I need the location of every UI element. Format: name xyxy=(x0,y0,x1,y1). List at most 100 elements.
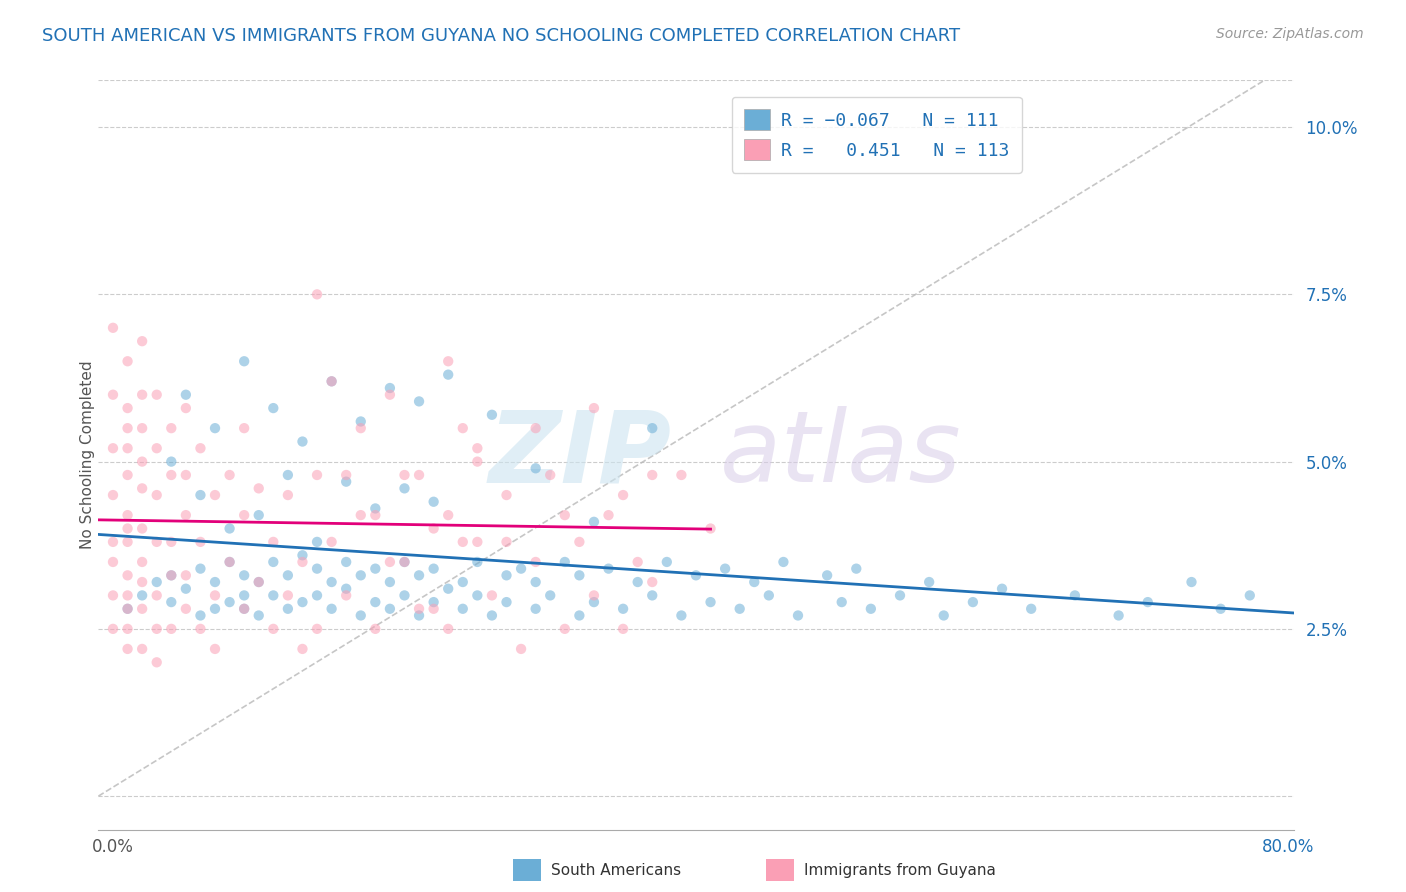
Text: South Americans: South Americans xyxy=(551,863,682,878)
Point xyxy=(918,574,941,589)
Point xyxy=(233,354,256,368)
Point xyxy=(190,622,212,636)
Point xyxy=(321,375,343,389)
Point xyxy=(524,555,547,569)
Point xyxy=(422,562,444,576)
Point xyxy=(451,421,474,435)
Point xyxy=(174,508,197,523)
Point xyxy=(889,589,911,603)
Point xyxy=(655,555,678,569)
Point xyxy=(742,574,765,589)
Point xyxy=(101,589,124,603)
Point xyxy=(291,595,314,609)
Point xyxy=(174,568,197,582)
Point xyxy=(160,455,183,469)
Point xyxy=(524,421,547,435)
Point xyxy=(481,408,503,422)
Point xyxy=(538,467,561,482)
Point xyxy=(160,467,183,482)
Point xyxy=(117,442,139,455)
Point xyxy=(467,555,489,569)
Point xyxy=(378,602,401,616)
Point xyxy=(350,568,373,582)
Point xyxy=(845,562,868,576)
Text: 0.0%: 0.0% xyxy=(91,838,134,855)
Point xyxy=(131,334,153,348)
Point xyxy=(117,589,139,603)
Point xyxy=(378,574,401,589)
Point xyxy=(321,375,343,389)
Point xyxy=(117,568,139,582)
Point xyxy=(524,602,547,616)
Point xyxy=(174,387,197,401)
Point xyxy=(190,442,212,455)
Point xyxy=(787,608,810,623)
Point xyxy=(582,515,605,529)
Point xyxy=(101,534,124,549)
Point xyxy=(101,320,124,334)
Point xyxy=(641,467,664,482)
Point xyxy=(451,574,474,589)
Point xyxy=(204,642,226,657)
Point xyxy=(277,568,299,582)
Point xyxy=(117,602,139,616)
Point xyxy=(145,387,167,401)
Point xyxy=(305,562,328,576)
Point xyxy=(262,622,284,636)
Point xyxy=(305,287,328,301)
Point xyxy=(190,562,212,576)
Point xyxy=(495,534,517,549)
Point xyxy=(145,655,167,669)
Point xyxy=(758,589,780,603)
Text: 80.0%: 80.0% xyxy=(1263,838,1315,855)
Point xyxy=(335,475,357,489)
Point xyxy=(204,488,226,502)
Point xyxy=(364,501,387,516)
Point xyxy=(233,602,256,616)
Point xyxy=(174,467,197,482)
Point xyxy=(117,401,139,415)
Point xyxy=(291,434,314,449)
Point xyxy=(160,421,183,435)
Point xyxy=(160,595,183,609)
Point xyxy=(233,589,256,603)
Point xyxy=(394,467,416,482)
Point xyxy=(699,595,721,609)
Point xyxy=(481,589,503,603)
Point xyxy=(117,534,139,549)
Point xyxy=(233,602,256,616)
Point xyxy=(364,595,387,609)
Point xyxy=(291,548,314,563)
Point xyxy=(233,421,256,435)
Point xyxy=(174,582,197,596)
Point xyxy=(467,534,489,549)
Point xyxy=(641,421,664,435)
Point xyxy=(247,574,270,589)
Point xyxy=(145,442,167,455)
Point xyxy=(277,467,299,482)
Point xyxy=(277,589,299,603)
Point xyxy=(524,574,547,589)
Point xyxy=(145,622,167,636)
Point xyxy=(932,608,955,623)
Point xyxy=(495,568,517,582)
Point xyxy=(408,608,430,623)
Point xyxy=(131,574,153,589)
Point xyxy=(394,589,416,603)
Point xyxy=(350,608,373,623)
Point xyxy=(117,508,139,523)
Point xyxy=(131,642,153,657)
Legend: R = −0.067   N = 111, R =   0.451   N = 113: R = −0.067 N = 111, R = 0.451 N = 113 xyxy=(731,97,1022,173)
Point xyxy=(190,488,212,502)
Point xyxy=(408,394,430,409)
Point xyxy=(305,534,328,549)
Point xyxy=(394,482,416,496)
Point xyxy=(233,508,256,523)
Point xyxy=(378,381,401,395)
Point xyxy=(612,622,634,636)
Point xyxy=(451,602,474,616)
Point xyxy=(305,622,328,636)
Point xyxy=(350,508,373,523)
Point xyxy=(554,555,576,569)
Point xyxy=(467,455,489,469)
